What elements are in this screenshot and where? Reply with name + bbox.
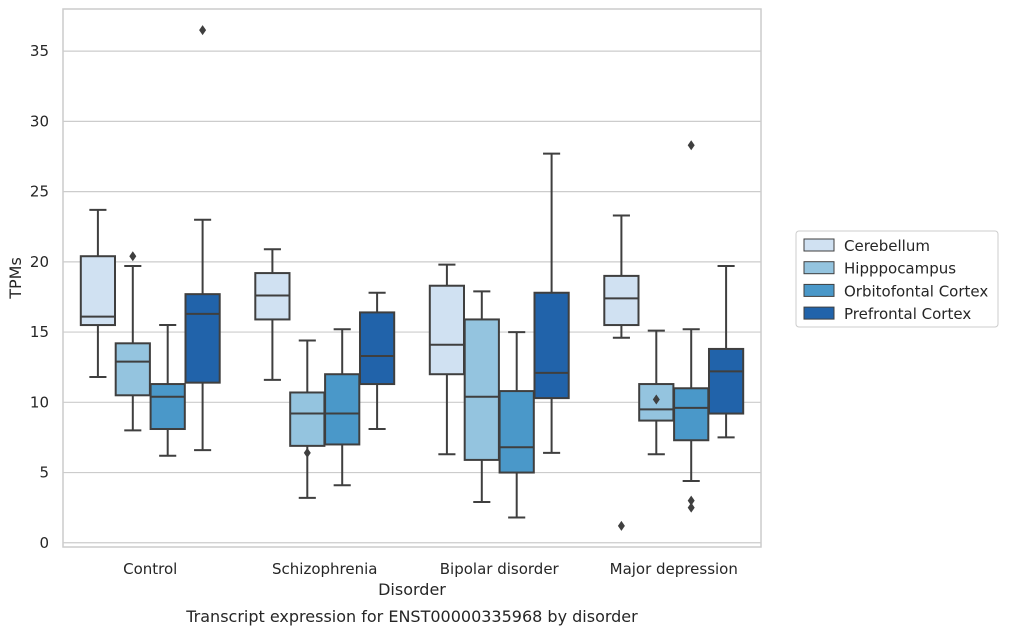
y-tick-labels: 0 5 10 15 20 25 30 35 <box>30 42 49 552</box>
box-group <box>428 263 466 456</box>
outlier-point <box>687 502 695 513</box>
outlier-point <box>687 495 695 506</box>
y-tick-label: 30 <box>30 112 49 130</box>
plot-frame <box>62 8 762 548</box>
box-group <box>603 214 640 531</box>
legend-label: Cerebellum <box>844 237 930 255</box>
box <box>498 390 535 474</box>
box-plot-marks <box>79 25 745 531</box>
box-group <box>114 251 151 432</box>
y-axis-label: TPMs <box>6 257 25 300</box>
y-tick-label: 35 <box>30 42 49 60</box>
gridlines <box>63 50 761 544</box>
box <box>324 373 361 446</box>
x-tick-label: Control <box>123 560 177 578</box>
y-tick-label: 10 <box>30 393 49 411</box>
x-tick-labels: Control Schizophrenia Bipolar disorder Majo… <box>123 560 738 578</box>
outlier-point <box>687 140 695 151</box>
outlier-point <box>129 251 137 262</box>
box <box>673 387 710 442</box>
box-group <box>673 140 710 513</box>
outlier-point <box>617 520 625 531</box>
box-group <box>638 329 675 456</box>
legend-frame <box>795 230 999 328</box>
box-group <box>533 152 570 454</box>
legend-label: Hipppocampus <box>844 260 956 278</box>
box <box>707 347 745 415</box>
legend-label: Prefrontal Cortex <box>844 305 971 323</box>
box-group <box>707 265 745 439</box>
box-group <box>498 331 535 519</box>
box-group <box>463 290 500 504</box>
box <box>603 274 640 327</box>
box <box>114 342 151 397</box>
y-tick-label: 15 <box>30 323 49 341</box>
x-tick-label: Schizophrenia <box>272 560 377 578</box>
box <box>533 291 570 400</box>
y-tick-label: 25 <box>30 183 49 201</box>
legend-swatch <box>803 261 835 275</box>
box-group <box>289 339 326 499</box>
outlier-point <box>199 25 207 36</box>
box-group <box>324 328 361 487</box>
box <box>358 311 396 386</box>
box-group <box>254 248 291 381</box>
box <box>184 293 221 384</box>
y-tick-label: 0 <box>39 534 49 552</box>
x-tick-label: Major depression <box>610 560 738 578</box>
box <box>463 318 500 461</box>
box-group <box>149 324 186 457</box>
chart-caption: Transcript expression for ENST0000033596… <box>185 607 638 626</box>
outlier-point <box>652 394 660 405</box>
legend-label: Orbitofontal Cortex <box>844 282 988 300</box>
box <box>428 284 466 376</box>
box-group <box>184 25 221 452</box>
box-group <box>79 208 117 379</box>
y-tick-label: 5 <box>39 464 49 482</box>
box-group <box>358 291 396 431</box>
y-tick-label: 20 <box>30 253 49 271</box>
legend-swatch <box>803 306 835 320</box>
outlier-point <box>303 447 311 458</box>
legend: Cerebellum Hipppocampus Orbitofontal Corte… <box>795 230 999 328</box>
box <box>149 383 186 431</box>
legend-swatch <box>803 283 835 297</box>
x-tick-label: Bipolar disorder <box>440 560 560 578</box>
legend-swatch <box>803 238 835 252</box>
x-axis-label: Disorder <box>378 580 446 599</box>
box <box>79 255 117 327</box>
box <box>289 391 326 447</box>
